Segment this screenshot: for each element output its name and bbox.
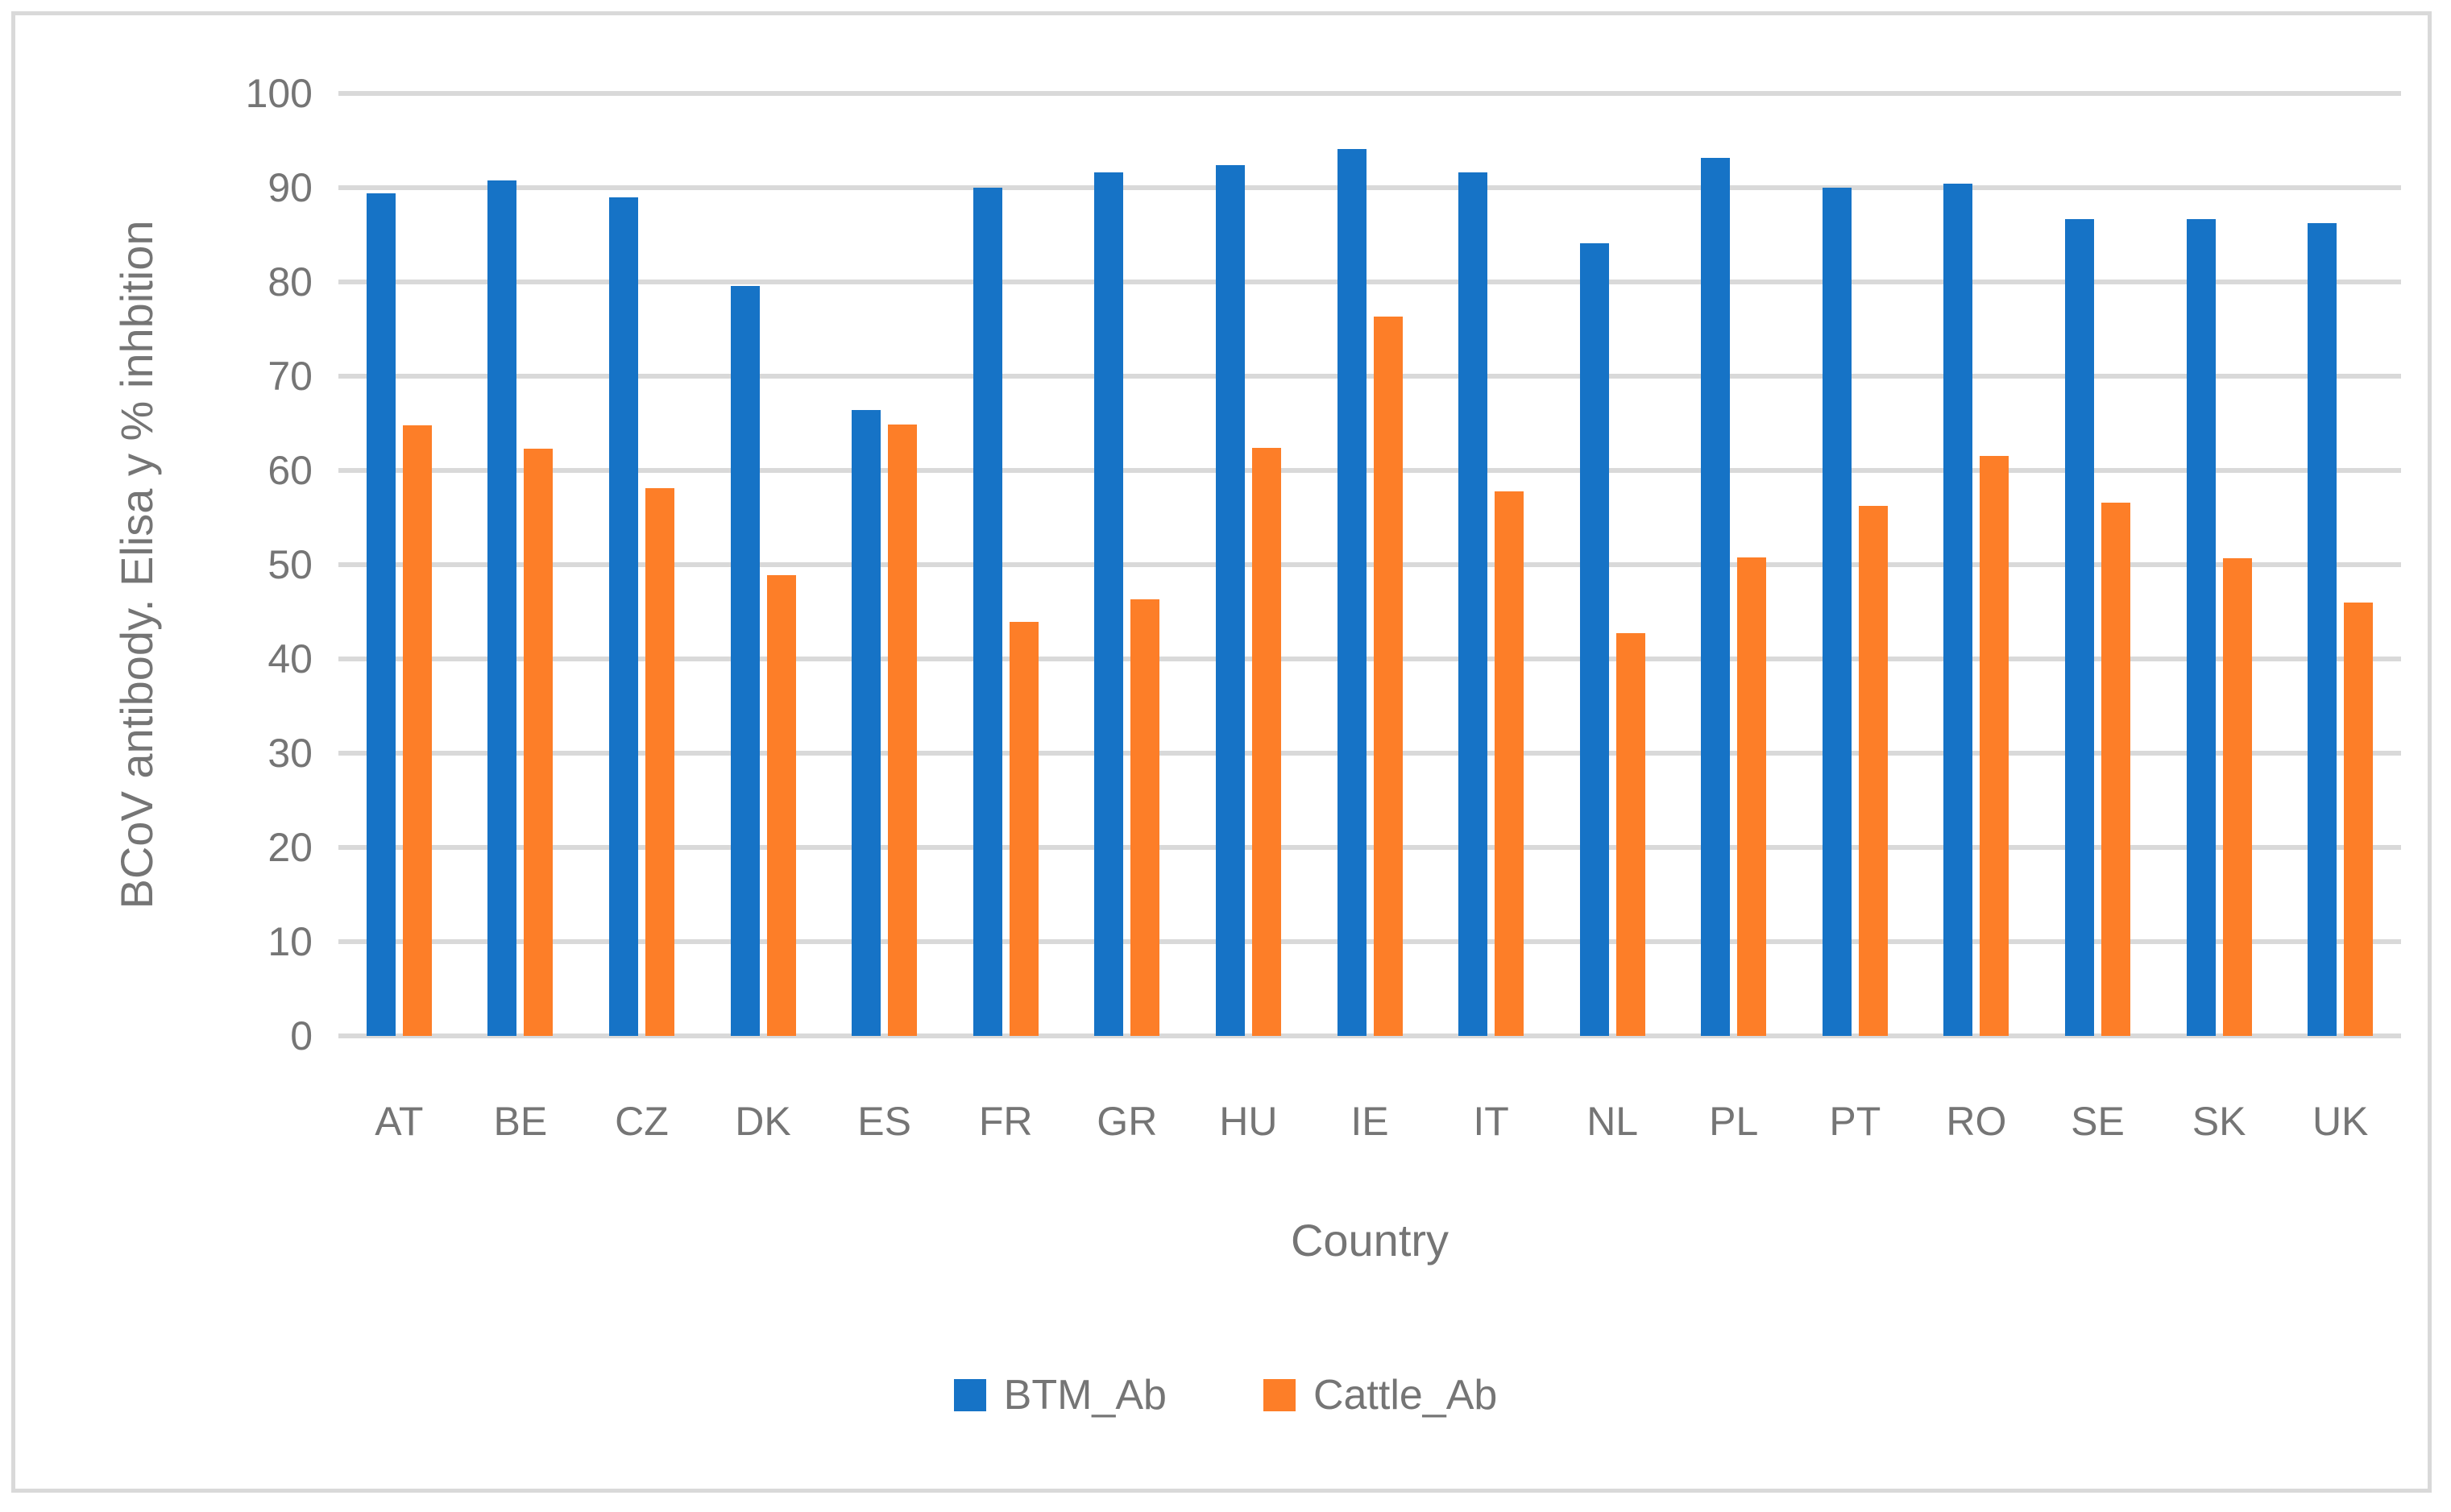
bar-Cattle_Ab-PL — [1737, 557, 1767, 1036]
bar-Cattle_Ab-NL — [1615, 633, 1645, 1036]
y-tick-label-30: 30 — [267, 731, 313, 776]
x-tick-label-BE: BE — [493, 1099, 548, 1144]
bar-Cattle_Ab-RO — [1980, 456, 2009, 1036]
x-tick-label-PL: PL — [1709, 1099, 1759, 1144]
legend-label-Cattle_Ab: Cattle_Ab — [1313, 1372, 1498, 1419]
bar-Cattle_Ab-GR — [1130, 599, 1160, 1036]
bar-BTM_Ab-HU — [1215, 164, 1245, 1036]
x-tick-label-RO: RO — [1946, 1099, 2007, 1144]
gridline-y40 — [338, 657, 2401, 661]
y-tick-label-50: 50 — [267, 542, 313, 587]
y-tick-label-20: 20 — [267, 825, 313, 870]
legend-item-Cattle_Ab: Cattle_Ab — [1263, 1371, 1497, 1419]
bar-BTM_Ab-PL — [1701, 157, 1731, 1036]
bar-Cattle_Ab-SE — [2101, 502, 2131, 1036]
bar-Cattle_Ab-IE — [1373, 317, 1403, 1036]
x-tick-label-SK: SK — [2192, 1099, 2246, 1144]
x-tick-label-PT: PT — [1829, 1099, 1881, 1144]
legend-item-BTM_Ab: BTM_Ab — [953, 1371, 1167, 1419]
bar-BTM_Ab-NL — [1579, 243, 1609, 1036]
gridline-y80 — [338, 280, 2401, 284]
y-axis-title: BCoV antibody. Elisa y % inhbition — [111, 220, 162, 909]
x-tick-label-HU: HU — [1219, 1099, 1278, 1144]
x-tick-label-IE: IE — [1350, 1099, 1389, 1144]
bar-Cattle_Ab-AT — [402, 425, 432, 1036]
bar-BTM_Ab-IE — [1337, 149, 1367, 1036]
gridline-y50 — [338, 562, 2401, 567]
y-tick-label-0: 0 — [290, 1013, 313, 1058]
bar-BTM_Ab-RO — [1943, 184, 1973, 1036]
bar-BTM_Ab-UK — [2308, 223, 2337, 1036]
x-tick-label-CZ: CZ — [615, 1099, 669, 1144]
gridline-y90 — [338, 185, 2401, 190]
bar-BTM_Ab-DK — [730, 285, 760, 1036]
bar-Cattle_Ab-UK — [2344, 602, 2374, 1036]
gridline-y20 — [338, 845, 2401, 850]
y-tick-label-90: 90 — [267, 165, 313, 210]
x-tick-label-SE: SE — [2071, 1099, 2125, 1144]
x-tick-label-NL: NL — [1586, 1099, 1639, 1144]
x-tick-label-GR: GR — [1097, 1099, 1158, 1144]
gridline-y30 — [338, 751, 2401, 756]
y-tick-label-70: 70 — [267, 354, 313, 399]
bar-BTM_Ab-SE — [2065, 218, 2095, 1036]
y-tick-label-80: 80 — [267, 259, 313, 304]
gridline-y100 — [338, 91, 2401, 96]
bar-BTM_Ab-GR — [1094, 172, 1124, 1036]
x-tick-label-FR: FR — [978, 1099, 1033, 1144]
y-tick-label-40: 40 — [267, 636, 313, 681]
x-tick-label-IT: IT — [1473, 1099, 1509, 1144]
bar-Cattle_Ab-ES — [888, 424, 918, 1036]
bar-Cattle_Ab-CZ — [645, 488, 674, 1036]
bar-BTM_Ab-BE — [487, 180, 517, 1036]
x-tick-label-AT: AT — [375, 1099, 424, 1144]
x-tick-label-UK: UK — [2312, 1099, 2369, 1144]
bar-Cattle_Ab-HU — [1251, 447, 1281, 1036]
legend-label-BTM_Ab: BTM_Ab — [1003, 1372, 1167, 1419]
y-tick-label-10: 10 — [267, 919, 313, 964]
bar-BTM_Ab-CZ — [608, 197, 638, 1036]
bar-Cattle_Ab-FR — [1009, 622, 1039, 1036]
bar-BTM_Ab-IT — [1458, 172, 1488, 1036]
bar-BTM_Ab-ES — [852, 410, 881, 1036]
x-axis-title: Country — [1290, 1215, 1449, 1266]
y-tick-label-60: 60 — [267, 448, 313, 493]
bar-BTM_Ab-PT — [1822, 188, 1852, 1036]
bar-BTM_Ab-FR — [973, 188, 1002, 1036]
x-tick-label-ES: ES — [857, 1099, 911, 1144]
plot-area — [338, 91, 2401, 1038]
bar-Cattle_Ab-SK — [2222, 557, 2252, 1036]
y-tick-label-100: 100 — [245, 71, 313, 116]
legend-swatch-icon-Cattle_Ab — [1263, 1379, 1296, 1411]
legend: BTM_Ab Cattle_Ab — [0, 1371, 2451, 1419]
legend-swatch-icon-BTM_Ab — [953, 1379, 986, 1411]
x-tick-label-DK: DK — [735, 1099, 791, 1144]
bar-Cattle_Ab-BE — [524, 449, 554, 1036]
bar-BTM_Ab-SK — [2186, 218, 2216, 1036]
bar-BTM_Ab-AT — [366, 193, 396, 1036]
gridline-y60 — [338, 468, 2401, 473]
gridline-y0 — [338, 1034, 2401, 1038]
bar-Cattle_Ab-DK — [766, 574, 796, 1036]
gridline-y10 — [338, 939, 2401, 944]
gridline-y70 — [338, 374, 2401, 379]
bar-Cattle_Ab-PT — [1858, 506, 1888, 1036]
figure-border — [11, 11, 2432, 1493]
bar-Cattle_Ab-IT — [1495, 491, 1524, 1036]
